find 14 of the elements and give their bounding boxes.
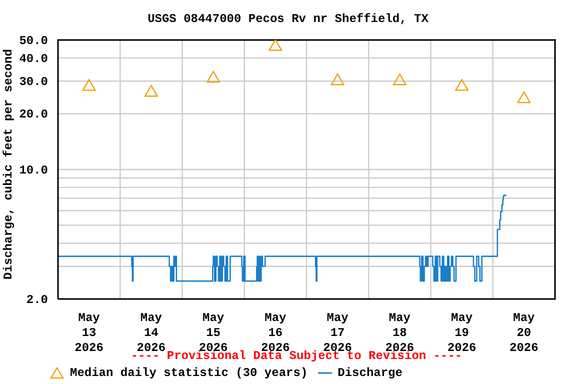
y-axis-title: Discharge, cubic feet per second [1, 49, 16, 280]
legend-label: Discharge [338, 366, 402, 380]
y-tick-label: 20.0 [19, 108, 48, 122]
x-tick-label: May 20 2026 [510, 311, 538, 355]
x-tick-label: May 14 2026 [136, 311, 166, 355]
y-tick-label: 50.0 [19, 34, 48, 48]
y-tick-label: 40.0 [19, 52, 48, 66]
y-tick-label: 2.0 [26, 293, 48, 307]
chart-title: USGS 08447000 Pecos Rv nr Sheffield, TX [148, 12, 430, 26]
y-tick-label: 10.0 [19, 164, 48, 178]
y-tick-label: 30.0 [19, 75, 48, 90]
x-tick-label: May 19 2026 [447, 311, 476, 355]
legend-label: Median daily statistic (30 years) [70, 366, 308, 380]
x-tick-label: May 13 2026 [74, 311, 104, 355]
